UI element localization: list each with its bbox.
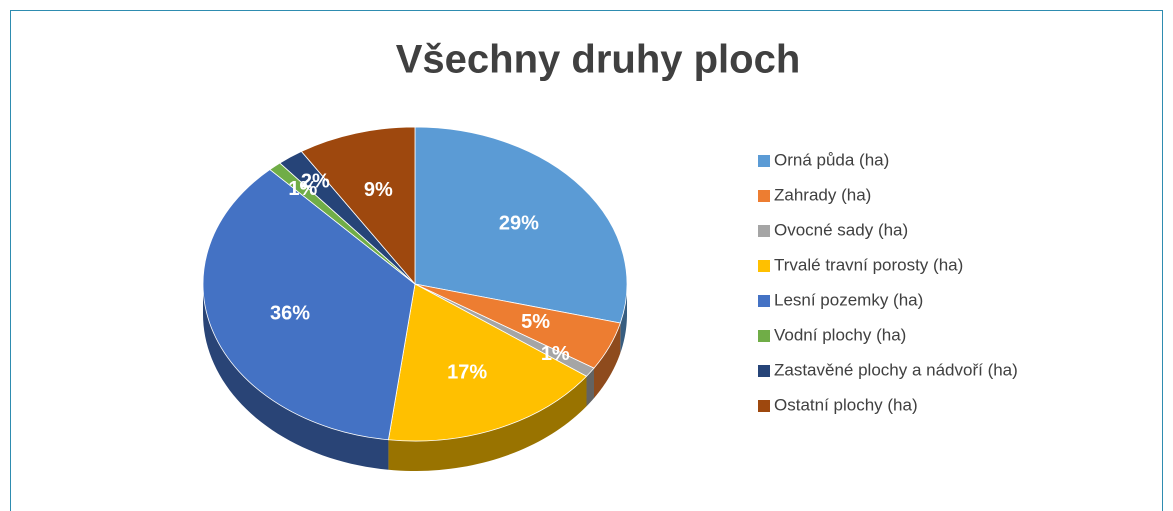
legend-swatch [758,295,770,307]
data-label: 1% [541,343,570,365]
pie-slice-side [620,284,627,354]
pie-slice-side [203,284,389,470]
legend-label: Zahrady (ha) [774,185,871,204]
pie-slice-side [586,368,594,407]
pie-slice [300,126,416,286]
data-label: 5% [521,311,550,333]
pie-slice [414,126,628,324]
legend-swatch [758,260,770,272]
legend-label: Vodní plochy (ha) [774,325,906,344]
legend-swatch [758,155,770,167]
data-label: 1% [288,178,317,200]
legend-label: Ostatní plochy (ha) [774,395,918,414]
data-label: 36% [270,302,310,324]
legend-swatch [758,330,770,342]
legend-label: Trvalé travní porosty (ha) [774,255,963,274]
data-label: 17% [447,362,487,384]
data-label: 9% [364,179,393,201]
legend-label: Ovocné sady (ha) [774,220,908,239]
legend-swatch [758,225,770,237]
legend-label: Lesní pozemky (ha) [774,290,923,309]
legend-swatch [758,365,770,377]
pie-slice [202,169,416,441]
chart-title: Všechny druhy ploch [396,38,801,82]
data-label: 2% [301,171,330,193]
pie-slice-side [388,376,587,471]
pie-slice [387,283,588,442]
legend-label: Orná půda (ha) [774,150,889,169]
pie-slice-side [593,323,621,399]
legend-swatch [758,400,770,412]
legend-label: Zastavěné plochy a nádvoří (ha) [774,360,1018,379]
data-label: 29% [499,213,539,235]
legend-swatch [758,190,770,202]
